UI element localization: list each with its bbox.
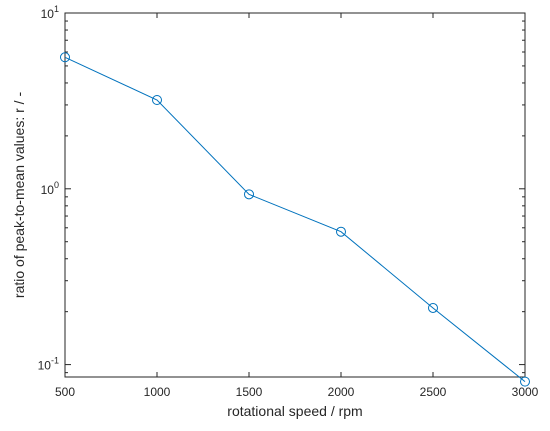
y-tick-label: 101 (41, 4, 59, 21)
y-tick-label-base: 10 (41, 7, 55, 21)
x-tick-label: 3000 (512, 385, 539, 399)
x-axis-label: rotational speed / rpm (227, 403, 362, 419)
y-tick-label-base: 10 (38, 359, 52, 373)
y-tick-label: 10-1 (38, 356, 59, 373)
y-tick-label-exponent: 0 (54, 180, 59, 190)
x-tick-label: 2000 (328, 385, 355, 399)
x-tick-label: 1500 (236, 385, 263, 399)
data-point (244, 189, 254, 200)
series-line (64, 56, 526, 383)
x-tick-label: 2500 (420, 385, 447, 399)
x-tick-label: 1000 (144, 385, 171, 399)
x-tick-label: 500 (55, 385, 75, 399)
data-point (336, 226, 346, 237)
x-axis-ticks: 500 1000 1500 2000 2500 3000 (55, 13, 539, 399)
series-layer (60, 52, 530, 387)
y-tick-label-exponent: -1 (51, 356, 59, 366)
y-tick-label: 100 (41, 180, 59, 197)
data-point (428, 302, 438, 313)
data-point (60, 52, 70, 63)
plot-area (64, 12, 526, 378)
y-tick-label-exponent: 1 (54, 4, 59, 14)
y-tick-label-base: 10 (41, 183, 55, 197)
data-point (520, 376, 530, 387)
y-axis-label: ratio of peak-to-mean values: r / - (11, 92, 27, 299)
data-point (152, 94, 162, 105)
